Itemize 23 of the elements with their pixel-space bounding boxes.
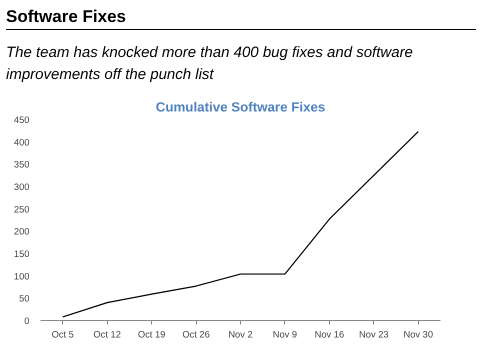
chart-subtitle: The team has knocked more than 400 bug fixes and software improvements off the punch list	[6, 43, 414, 85]
y-tick-label: 150	[14, 249, 30, 260]
y-tick-label: 100	[14, 271, 30, 282]
x-tick-label: Nov 9	[272, 330, 298, 340]
y-tick-label: 50	[19, 294, 30, 304]
x-tick-label: Nov 2	[228, 330, 253, 340]
y-tick-label: 350	[14, 160, 30, 170]
x-tick-label: Nov 23	[359, 330, 389, 340]
x-tick-label: Nov 30	[404, 330, 434, 340]
y-tick-label: 250	[14, 204, 30, 214]
chart-title: Software Fixes	[6, 6, 126, 28]
x-tick-label: Nov 16	[314, 330, 344, 340]
y-tick-label: 0	[24, 316, 30, 326]
y-tick-label: 450	[14, 115, 30, 126]
line-series	[62, 131, 419, 318]
x-tick-label: Oct 12	[93, 330, 121, 340]
text: Cumulative Software Fixes	[156, 100, 326, 115]
x-tick-label: Oct 5	[52, 330, 74, 340]
x-tick-label: Oct 26	[182, 330, 210, 340]
y-tick-label: 400	[14, 137, 30, 148]
y-tick-label: 200	[14, 226, 30, 237]
x-tick-label: Oct 19	[138, 330, 166, 340]
y-tick-label: 300	[14, 182, 30, 192]
